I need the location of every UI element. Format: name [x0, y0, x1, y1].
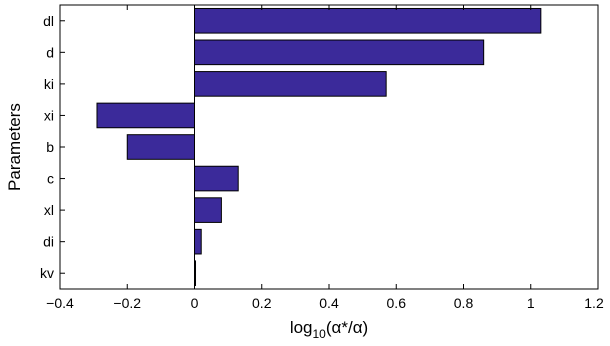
- x-tick-label: 0.2: [252, 295, 272, 311]
- bar-d: [194, 39, 485, 66]
- y-axis-ticks: dl d ki xi bc xl di kv: [40, 13, 65, 281]
- y-tick-label: xl: [44, 202, 54, 218]
- x-tick-label: 0: [191, 295, 199, 311]
- x-axis-ticks: −0.4 −0.2 0 0.2 0.4 0.6 0.8 1 1.2: [46, 5, 604, 311]
- bar-dl: [194, 7, 542, 34]
- bar-xi: [96, 102, 195, 129]
- bar-di: [194, 228, 202, 255]
- bar-ki: [194, 71, 387, 97]
- x-tick-label: −0.4: [46, 295, 74, 311]
- x-tick-label: −0.2: [113, 295, 141, 311]
- x-tick-label: 0.4: [319, 295, 339, 311]
- y-axis-label: Parameters: [5, 103, 24, 191]
- y-tick-label: ki: [44, 76, 54, 92]
- y-tick-label: di: [43, 234, 54, 250]
- y-tick-label: kv: [40, 265, 54, 281]
- y-tick-label: xi: [44, 107, 54, 123]
- bar-b: [126, 134, 195, 160]
- y-tick-label: b: [46, 139, 54, 155]
- y-tick-label: dl: [43, 13, 54, 29]
- y-tick-label: c: [47, 171, 54, 187]
- bar-c: [194, 165, 239, 192]
- x-tick-label: 0.6: [387, 295, 407, 311]
- x-axis-label: log10(α*/α): [290, 318, 368, 341]
- x-tick-label: 1: [527, 295, 535, 311]
- bars-group: [96, 7, 542, 287]
- x-tick-label: 1.2: [584, 295, 604, 311]
- y-tick-label: d: [46, 44, 54, 60]
- bar-xl: [194, 197, 222, 223]
- x-tick-label: 0.8: [454, 295, 474, 311]
